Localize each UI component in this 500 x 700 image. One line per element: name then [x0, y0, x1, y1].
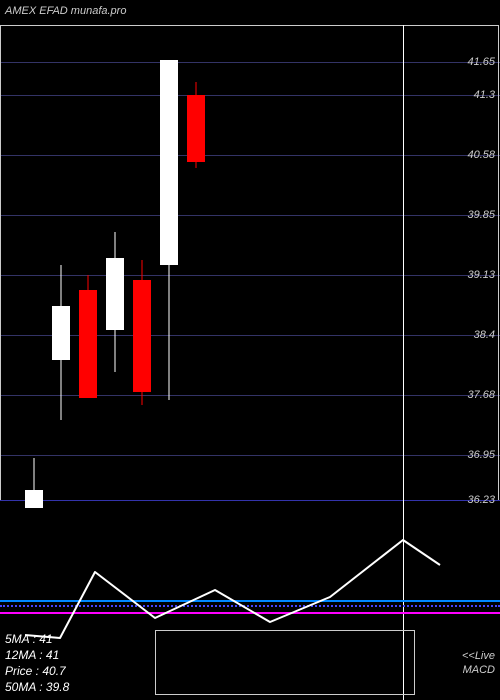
- price-label: Price : 40.7: [5, 664, 66, 678]
- chart-container: AMEX EFAD munafa.pro 41.6541.340.5839.85…: [0, 0, 500, 700]
- ma50-label: 50MA : 39.8: [5, 680, 69, 694]
- info-box: [155, 630, 415, 695]
- ma5-label: 5MA : 41: [5, 632, 53, 646]
- ma-line: [0, 612, 500, 614]
- ma12-label: 12MA : 41: [5, 648, 59, 662]
- ma-line: [0, 605, 500, 607]
- live-label-2: MACD: [463, 664, 495, 676]
- live-label-1: <<Live: [462, 650, 495, 662]
- price-level-line: [0, 500, 500, 501]
- main-border: [0, 25, 499, 500]
- vertical-marker: [403, 25, 404, 700]
- ma-line: [0, 600, 500, 602]
